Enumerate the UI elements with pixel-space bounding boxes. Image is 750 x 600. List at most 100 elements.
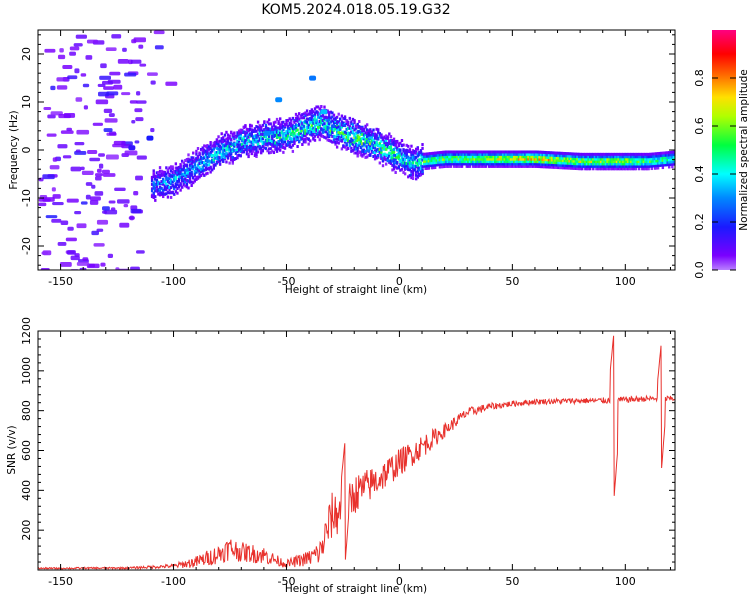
heatmap-ridge-cell: [448, 164, 451, 168]
heatmap-ridge-cell: [626, 167, 630, 171]
heatmap-ridge-cell: [490, 162, 494, 166]
heatmap-ridge-cell: [516, 160, 519, 164]
heatmap-ridge-cell: [176, 171, 179, 175]
heatmap-ridge-cell: [582, 155, 585, 159]
heatmap-ridge-cell: [520, 155, 524, 159]
heatmap-ridge-cell: [492, 164, 495, 168]
heatmap-ridge-cell: [530, 157, 533, 161]
heatmap-ridge-cell: [522, 160, 525, 164]
heatmap-ridge-cell: [577, 159, 581, 163]
heatmap-ridge-cell: [264, 135, 268, 139]
heatmap-ridge-cell: [199, 174, 203, 178]
heatmap-ridge-cell: [291, 137, 295, 141]
heatmap-ridge-cell: [320, 119, 323, 123]
heatmap-ridge-cell: [269, 122, 272, 126]
heatmap-ridge-cell: [391, 168, 394, 172]
heatmap-ridge-cell: [316, 122, 320, 126]
heatmap-ridge-cell: [664, 158, 668, 162]
heatmap-ridge-cell: [484, 155, 487, 159]
heatmap-ridge-cell: [645, 167, 649, 171]
heatmap-ridge-cell: [356, 143, 359, 147]
heatmap-ridge-cell: [315, 123, 318, 127]
heatmap-ridge-cell: [275, 126, 279, 130]
heatmap-ridge-cell: [369, 129, 372, 133]
heatmap-ridge-cell: [228, 136, 231, 140]
heatmap-ridge-cell: [165, 188, 168, 192]
heatmap-ridge-cell: [291, 126, 295, 130]
heatmap-ridge-cell: [623, 152, 627, 156]
heatmap-ridge-cell: [190, 164, 193, 168]
heatmap-ridge-cell: [505, 157, 508, 161]
heatmap-ridge-cell: [326, 116, 329, 120]
heatmap-ridge-cell: [547, 151, 551, 155]
heatmap-ridge-cell: [375, 136, 378, 140]
heatmap-ridge-cell: [187, 157, 190, 161]
heatmap-ridge-cell: [407, 155, 410, 159]
heatmap-ridge-cell: [582, 164, 585, 168]
heatmap-ridge-cell: [520, 157, 524, 161]
heatmap-noise-cell: [135, 175, 143, 181]
heatmap-ridge-cell: [222, 154, 225, 158]
x-tick-label: 0: [396, 575, 403, 588]
heatmap-ridge-cell: [242, 126, 246, 130]
heatmap-ridge-cell: [380, 135, 383, 139]
heatmap-ridge-cell: [391, 154, 394, 158]
heatmap-ridge-cell: [321, 118, 325, 122]
heatmap-ridge-cell: [459, 157, 462, 161]
heatmap-ridge-cell: [250, 132, 253, 136]
heatmap-ridge-cell: [486, 157, 489, 161]
heatmap-ridge-cell: [584, 160, 587, 164]
heatmap-ridge-cell: [536, 162, 540, 166]
heatmap-ridge-cell: [206, 163, 209, 167]
heatmap-ridge-cell: [381, 158, 385, 162]
heatmap-ridge-cell: [318, 112, 321, 116]
heatmap-ridge-cell: [304, 134, 307, 138]
heatmap-ridge-cell: [260, 137, 263, 141]
heatmap-ridge-cell: [555, 161, 559, 165]
heatmap-ridge-cell: [481, 164, 484, 168]
heatmap-ridge-cell: [351, 122, 355, 126]
heatmap-ridge-cell: [549, 165, 552, 169]
heatmap-ridge-cell: [195, 157, 198, 161]
heatmap-ridge-cell: [255, 134, 258, 138]
heatmap-ridge-cell: [381, 153, 385, 157]
heatmap-ridge-cell: [248, 123, 252, 127]
heatmap-ridge-cell: [426, 164, 429, 168]
heatmap-ridge-cell: [305, 126, 309, 130]
heatmap-ridge-cell: [174, 175, 178, 179]
heatmap-ridge-cell: [351, 148, 355, 152]
heatmap-ridge-cell: [630, 167, 633, 171]
heatmap-ridge-cell: [359, 127, 363, 131]
heatmap-ridge-cell: [231, 143, 234, 147]
heatmap-ridge-cell: [547, 163, 551, 167]
heatmap-ridge-cell: [193, 169, 197, 173]
heatmap-noise-cell: [67, 75, 78, 80]
heatmap-ridge-cell: [645, 164, 649, 168]
heatmap-ridge-cell: [607, 152, 611, 156]
heatmap-ridge-cell: [242, 140, 246, 144]
heatmap-ridge-cell: [527, 150, 530, 154]
heatmap-ridge-cell: [301, 113, 304, 117]
heatmap-ridge-cell: [543, 155, 546, 159]
heatmap-noise-cell: [107, 253, 114, 258]
heatmap-ridge-cell: [174, 166, 178, 170]
heatmap-ridge-cell: [394, 143, 397, 147]
heatmap-ridge-cell: [392, 167, 396, 171]
heatmap-ridge-cell: [354, 126, 358, 130]
heatmap-ridge-cell: [316, 111, 320, 115]
heatmap-ridge-cell: [383, 147, 386, 151]
heatmap-ridge-cell: [435, 151, 438, 155]
heatmap-ridge-cell: [275, 141, 279, 145]
heatmap-ridge-cell: [544, 165, 548, 169]
heatmap-ridge-cell: [195, 149, 198, 153]
heatmap-ridge-cell: [212, 147, 215, 151]
heatmap-ridge-cell: [258, 131, 261, 135]
heatmap-ridge-cell: [267, 141, 271, 145]
heatmap-ridge-cell: [494, 160, 497, 164]
heatmap-ridge-cell: [358, 150, 361, 154]
heatmap-ridge-cell: [253, 134, 257, 138]
heatmap-ridge-cell: [356, 146, 359, 150]
heatmap-noise-cell: [133, 191, 139, 196]
heatmap-ridge-cell: [296, 116, 299, 120]
heatmap-ridge-cell: [192, 165, 195, 169]
